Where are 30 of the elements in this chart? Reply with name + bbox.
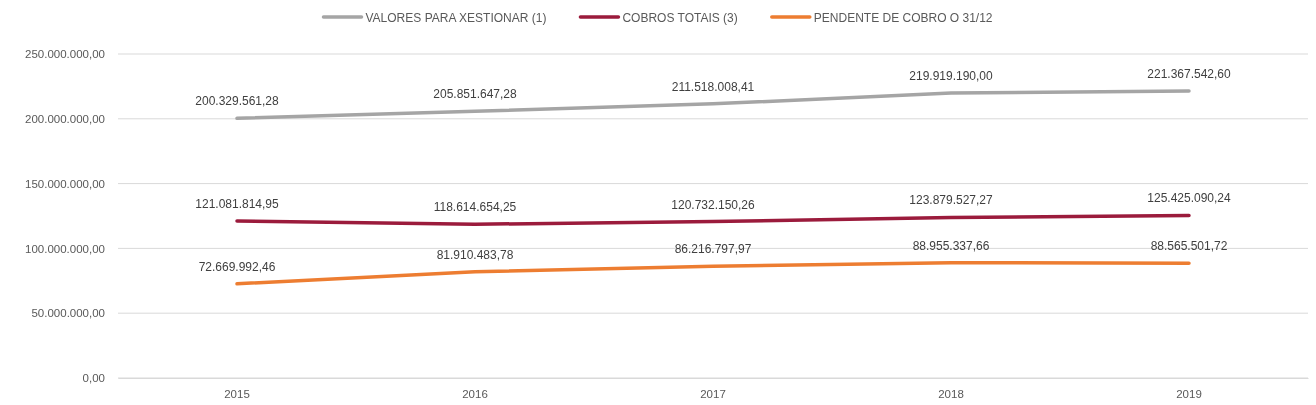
data-label: 72.669.992,46 <box>198 259 276 274</box>
x-tick-label: 2019 <box>1176 388 1202 401</box>
data-label: 86.216.797,97 <box>674 242 752 257</box>
data-label: 88.955.337,66 <box>912 238 990 253</box>
data-label: 88.565.501,72 <box>1150 239 1228 254</box>
line-series <box>235 213 1191 227</box>
x-tick-label: 2018 <box>938 388 964 401</box>
data-label: 121.081.814,95 <box>195 197 280 212</box>
data-label: 219.919.190,00 <box>909 68 994 83</box>
data-label: 205.851.647,28 <box>433 87 518 102</box>
data-label: 118.614.654,25 <box>433 200 517 215</box>
data-label: 81.910.483,78 <box>436 247 514 262</box>
data-label: 221.367.542,60 <box>1147 67 1232 82</box>
y-tick-label: 100.000.000,00 <box>25 242 105 255</box>
y-tick-label: 150.000.000,00 <box>25 177 105 190</box>
legend-label: COBROS TOTAIS (3) <box>622 10 738 25</box>
y-tick-label: 250.000.000,00 <box>25 48 105 61</box>
y-tick-label: 0,00 <box>82 372 105 385</box>
legend-label: PENDENTE DE COBRO O 31/12 <box>813 10 993 25</box>
data-label: 211.518.008,41 <box>671 79 755 94</box>
data-label: 120.732.150,26 <box>671 197 756 212</box>
legend-label: VALORES PARA XESTIONAR (1) <box>365 10 547 25</box>
y-tick-label: 50.000.000,00 <box>31 307 105 320</box>
x-tick-label: 2015 <box>224 388 250 401</box>
x-tick-label: 2017 <box>700 388 726 401</box>
data-label: 200.329.561,28 <box>195 94 280 109</box>
data-label: 123.879.527,27 <box>909 193 994 208</box>
y-tick-label: 200.000.000,00 <box>25 112 105 125</box>
data-label: 125.425.090,24 <box>1147 191 1232 206</box>
x-tick-label: 2016 <box>462 388 488 401</box>
